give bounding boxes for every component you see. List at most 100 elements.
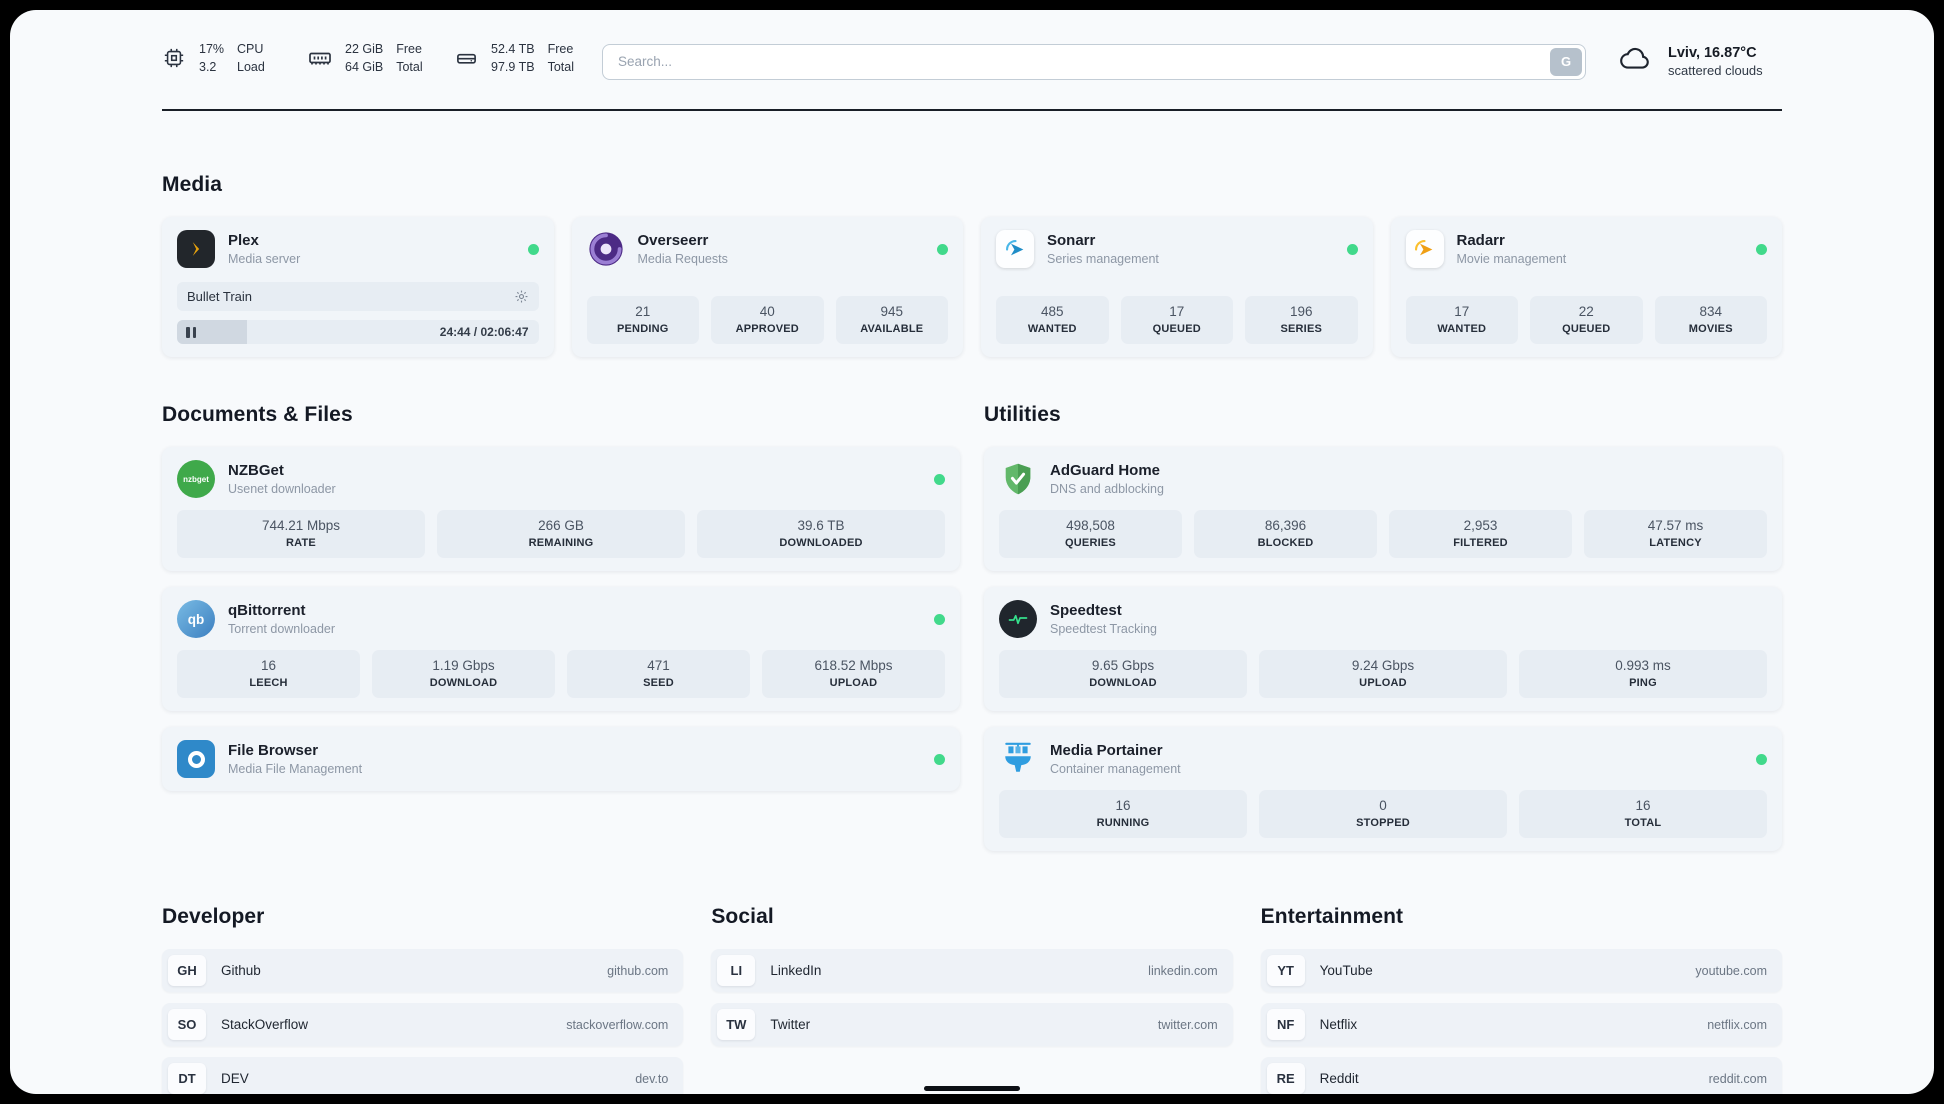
app-name: AdGuard Home — [1050, 462, 1161, 480]
stat-rate: 744.21 Mbps RATE — [177, 510, 425, 559]
bookmark-github[interactable]: GH Github github.com — [162, 949, 684, 993]
bookmark-url: dev.to — [635, 1071, 669, 1086]
stat-stopped: 0 STOPPED — [1259, 790, 1507, 839]
filebrowser-icon — [177, 740, 215, 779]
nzbget-icon: nzbget — [177, 460, 215, 499]
bookmark-abbr: NF — [1266, 1009, 1305, 1041]
top-bar: 17% 3.2 CPU Load — [162, 40, 1782, 83]
cpu-icon — [162, 46, 186, 70]
weather-condition: scattered clouds — [1668, 63, 1763, 79]
section-title-entertainment: Entertainment — [1260, 905, 1404, 929]
bookmark-netflix[interactable]: NF Netflix netflix.com — [1260, 1003, 1782, 1047]
app-card-overseerr[interactable]: Overseerr Media Requests 21 PENDING 40 A… — [571, 217, 963, 358]
storage-free-label: Free — [547, 42, 574, 56]
stat-filtered: 2,953 FILTERED — [1389, 510, 1572, 559]
cpu-widget: 17% 3.2 CPU Load — [162, 40, 280, 83]
stat-total: 16 TOTAL — [1519, 790, 1767, 839]
search-input[interactable] — [601, 43, 1586, 80]
sonarr-icon — [996, 230, 1034, 269]
app-name: Plex — [228, 232, 259, 250]
bookmark-youtube[interactable]: YT YouTube youtube.com — [1260, 949, 1782, 993]
plex-icon — [177, 230, 215, 269]
bookmark-name: LinkedIn — [770, 963, 822, 979]
bookmark-url: stackoverflow.com — [566, 1017, 669, 1032]
app-subtitle: Torrent downloader — [228, 622, 336, 637]
playback-time: 24:44 / 02:06:47 — [439, 325, 529, 340]
stat-remaining: 266 GB REMAINING — [437, 510, 685, 559]
bookmark-twitter[interactable]: TW Twitter twitter.com — [711, 1003, 1233, 1047]
stat-available: 945 AVAILABLE — [835, 296, 948, 345]
app-name: Speedtest — [1050, 602, 1122, 620]
status-dot-online — [934, 613, 945, 625]
stat-seed: 471 SEED — [567, 650, 750, 699]
bookmark-abbr: DT — [168, 1063, 206, 1094]
app-card-sonarr[interactable]: Sonarr Series management 485 WANTED 17 Q… — [981, 217, 1373, 358]
qbittorrent-icon-text: qb — [187, 611, 205, 627]
header-divider — [162, 109, 1782, 112]
gear-icon[interactable] — [514, 289, 529, 304]
cpu-load-label: Load — [237, 60, 265, 75]
bookmark-linkedin[interactable]: LI LinkedIn linkedin.com — [711, 949, 1233, 993]
bookmark-reddit[interactable]: RE Reddit reddit.com — [1260, 1057, 1782, 1094]
ram-icon — [308, 46, 332, 70]
bookmark-abbr: YT — [1266, 955, 1305, 987]
app-name: File Browser — [228, 742, 319, 760]
bookmarks-entertainment: Entertainment YT YouTube youtube.com NF … — [1260, 905, 1782, 1094]
bookmark-dev[interactable]: DT DEV dev.to — [162, 1057, 684, 1094]
plex-player-bar[interactable]: 24:44 / 02:06:47 — [177, 320, 539, 345]
stat-upload: 618.52 Mbps UPLOAD — [762, 650, 945, 699]
stats-row: 485 WANTED 17 QUEUED 196 SERIES — [996, 296, 1358, 345]
stat-ping: 0.993 ms PING — [1519, 650, 1767, 699]
app-card-nzbget[interactable]: nzbget NZBGet Usenet downloader 744.21 M… — [162, 447, 960, 572]
search-engine-button[interactable]: G — [1550, 47, 1582, 76]
bookmark-abbr: RE — [1266, 1063, 1305, 1094]
app-name: qBittorrent — [228, 602, 306, 620]
home-indicator — [924, 1086, 1020, 1091]
status-dot-online — [1756, 243, 1767, 255]
bookmark-name: Twitter — [770, 1017, 811, 1033]
app-name: Overseerr — [637, 232, 709, 250]
app-card-plex[interactable]: Plex Media server Bullet Train — [162, 217, 554, 358]
app-card-filebrowser[interactable]: File Browser Media File Management — [162, 727, 960, 792]
status-dot-online — [937, 243, 948, 255]
status-dot-online — [1346, 243, 1358, 255]
app-card-adguard[interactable]: AdGuard Home DNS and adblocking 498,508 … — [984, 447, 1782, 572]
cpu-load-value: 3.2 — [199, 60, 217, 75]
stat-download: 9.65 Gbps DOWNLOAD — [999, 650, 1247, 699]
status-dot-online — [934, 753, 945, 765]
app-subtitle: Series management — [1047, 252, 1159, 267]
app-name: NZBGet — [228, 462, 284, 480]
cpu-usage-value: 17% — [199, 42, 225, 56]
bookmark-name: StackOverflow — [221, 1017, 309, 1033]
stats-row: 21 PENDING 40 APPROVED 945 AVAILABLE — [586, 296, 948, 345]
stats-row: 9.65 Gbps DOWNLOAD 9.24 Gbps UPLOAD 0.99… — [999, 650, 1767, 699]
memory-total-label: Total — [396, 60, 423, 75]
adguard-icon — [999, 460, 1037, 498]
bookmark-stackoverflow[interactable]: SO StackOverflow stackoverflow.com — [162, 1003, 684, 1047]
weather-location: Lviv, 16.87°C — [1668, 45, 1757, 62]
app-card-portainer[interactable]: Media Portainer Container management 16 … — [984, 727, 1782, 852]
app-name: Media Portainer — [1050, 742, 1163, 760]
bookmark-abbr: GH — [168, 955, 206, 987]
stat-queued: 17 QUEUED — [1120, 296, 1233, 345]
bookmarks-social: Social LI LinkedIn linkedin.com TW Twitt… — [711, 905, 1233, 1094]
speedtest-icon — [999, 600, 1037, 639]
app-card-qbittorrent[interactable]: qb qBittorrent Torrent downloader 16 — [162, 587, 960, 712]
app-card-speedtest[interactable]: Speedtest Speedtest Tracking 9.65 Gbps D… — [984, 587, 1782, 712]
overseerr-icon — [587, 230, 625, 268]
plex-now-playing: Bullet Train — [177, 282, 539, 312]
storage-total-value: 97.9 TB — [491, 60, 535, 75]
pause-icon[interactable] — [186, 326, 196, 338]
stats-row: 498,508 QUERIES 86,396 BLOCKED 2,953 FIL… — [999, 510, 1767, 559]
bookmark-url: netflix.com — [1707, 1017, 1767, 1032]
stats-row: 16 LEECH 1.19 Gbps DOWNLOAD 471 SEED — [177, 650, 945, 699]
storage-total-label: Total — [547, 60, 574, 75]
bookmark-name: Netflix — [1319, 1017, 1358, 1033]
nzbget-icon-text: nzbget — [183, 474, 209, 484]
bookmark-abbr: TW — [717, 1009, 756, 1041]
app-card-radarr[interactable]: Radarr Movie management 17 WANTED 22 QUE… — [1390, 217, 1782, 358]
app-name: Radarr — [1456, 232, 1505, 250]
stat-downloaded: 39.6 TB DOWNLOADED — [697, 510, 945, 559]
search: G — [601, 43, 1586, 80]
bookmark-url: youtube.com — [1695, 963, 1767, 978]
